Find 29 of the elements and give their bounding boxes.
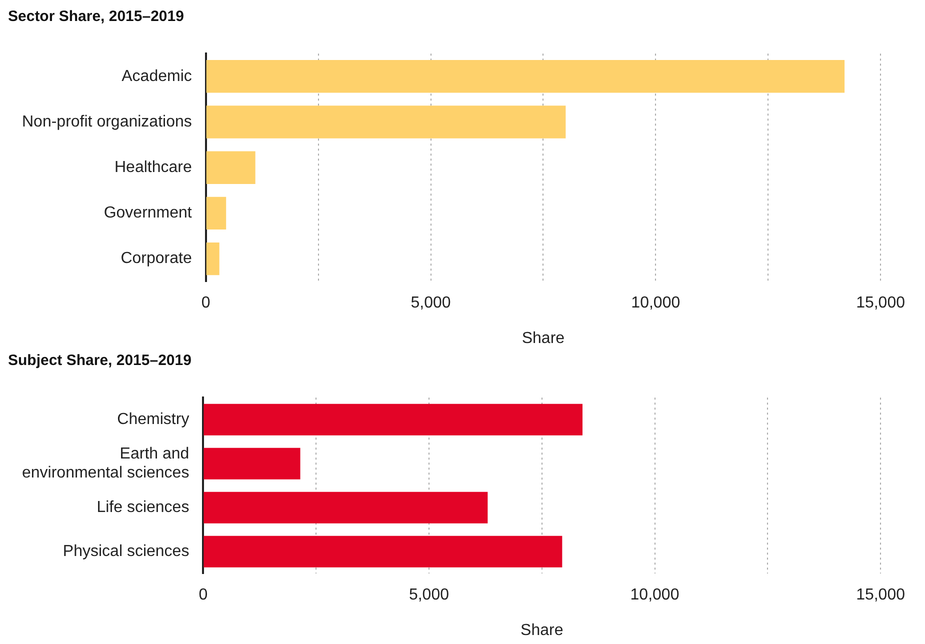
y-tick-label: Healthcare xyxy=(114,159,192,176)
y-tick-label: Life sciences xyxy=(96,499,190,516)
bar xyxy=(206,242,220,276)
bar xyxy=(204,404,583,436)
y-tick-label: Non-profit organizations xyxy=(22,113,192,130)
x-tick-label: 0 xyxy=(198,586,208,604)
y-tick-label: Chemistry xyxy=(117,411,190,428)
x-axis-title: Share xyxy=(520,622,564,639)
x-tick-label: 0 xyxy=(201,294,210,312)
x-tick-label: 10,000 xyxy=(630,586,680,604)
bar xyxy=(204,492,488,524)
y-tick-label: Corporate xyxy=(120,250,192,268)
bar xyxy=(206,196,226,230)
x-axis-title: Share xyxy=(522,330,565,347)
x-tick-label: 15,000 xyxy=(856,294,906,312)
chart-title: Sector Share, 2015–2019 xyxy=(8,8,185,27)
bar xyxy=(204,536,562,568)
y-tick-label: Government xyxy=(104,204,192,222)
bar xyxy=(206,106,566,138)
x-tick-label: 15,000 xyxy=(856,586,906,604)
x-tick-label: 10,000 xyxy=(631,294,680,312)
x-tick-label: 5,000 xyxy=(408,586,450,604)
y-tick-label: Earth and environmental sciences xyxy=(22,445,190,482)
bar xyxy=(206,60,845,93)
bar xyxy=(206,151,256,184)
y-tick-label: Physical sciences xyxy=(62,543,190,560)
chart-title: Subject Share, 2015–2019 xyxy=(8,352,192,371)
bar xyxy=(204,448,300,480)
y-tick-label: Academic xyxy=(122,68,192,85)
